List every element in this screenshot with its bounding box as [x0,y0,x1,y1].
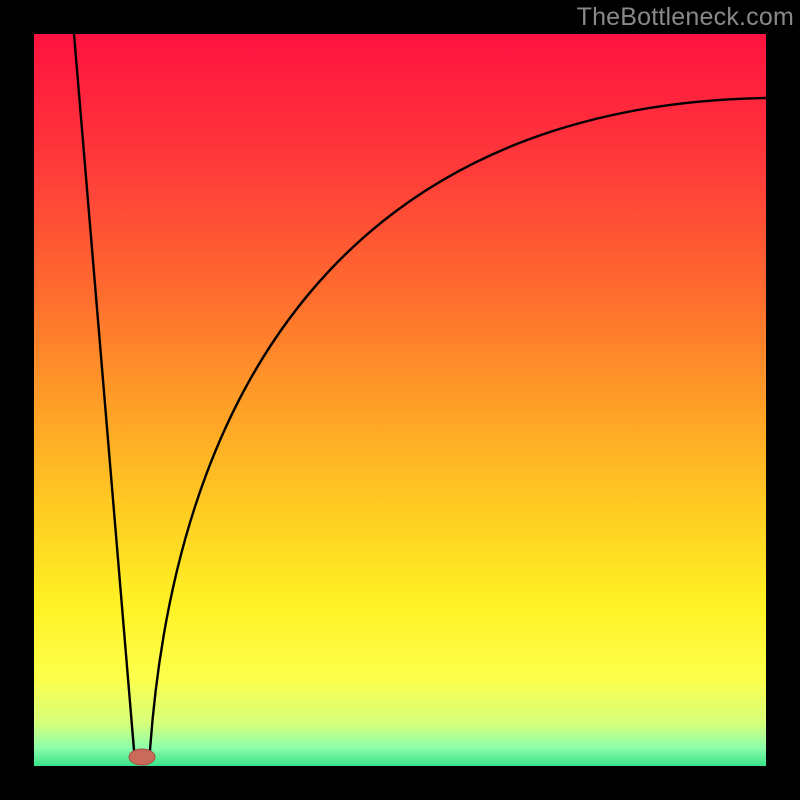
bottleneck-chart [34,34,766,766]
plot-area [34,34,766,766]
chart-background [34,34,766,766]
watermark-text: TheBottleneck.com [577,3,794,32]
dip-marker [129,749,155,765]
